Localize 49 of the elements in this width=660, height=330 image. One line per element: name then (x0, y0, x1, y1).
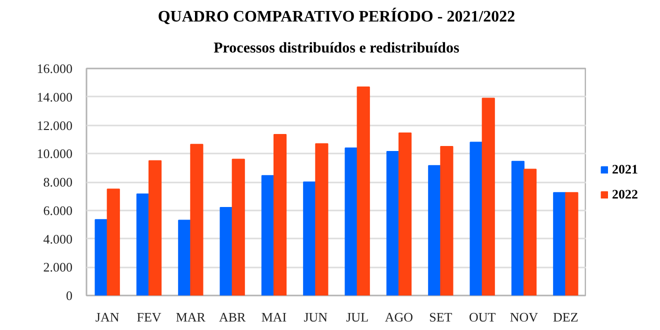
y-tick-label: 4.000 (43, 231, 72, 246)
bar (303, 182, 316, 296)
x-tick-label: AGO (384, 310, 414, 324)
y-tick-label: 10.000 (36, 146, 72, 162)
y-tick-label: 2.000 (43, 260, 72, 275)
bar (356, 86, 370, 296)
y-tick-label: 14.000 (36, 89, 72, 104)
x-tick-label: DEZ (553, 310, 578, 324)
bar (344, 147, 358, 296)
x-tick-label: OUT (468, 310, 496, 324)
bar (220, 207, 233, 296)
bar (482, 98, 495, 296)
bar (148, 160, 162, 296)
x-tick-label: JUL (346, 310, 369, 324)
x-tick-label: SET (429, 310, 452, 324)
x-tick-label: FEV (136, 310, 162, 324)
bar (261, 175, 274, 296)
bar (386, 150, 400, 296)
bar (398, 132, 412, 296)
y-tick-label: 8.000 (43, 174, 72, 190)
y-tick-label: 6.000 (43, 202, 72, 218)
bar (274, 134, 287, 296)
x-tick-label: NOV (510, 310, 539, 324)
x-tick-label: JUN (304, 310, 328, 324)
bar (94, 219, 108, 296)
y-tick-label: 0 (66, 288, 72, 303)
bar (315, 143, 328, 296)
chart-title: QUADRO COMPARATIVO PERÍODO - 2021/2022 (158, 8, 516, 26)
x-tick-label: JAN (95, 310, 120, 324)
x-tick-label: MAI (261, 310, 287, 324)
bar (106, 188, 120, 296)
bar (136, 194, 150, 296)
bar (178, 220, 192, 296)
bar (440, 146, 454, 296)
chart-subtitle: Processos distribuídos e redistribuídos (214, 40, 460, 56)
bar (553, 192, 566, 296)
x-tick-label: MAR (176, 310, 206, 324)
bar (190, 144, 204, 296)
legend-label: 2021 (612, 161, 638, 177)
y-tick-label: 16.000 (36, 61, 72, 76)
x-tick-label: ABR (218, 310, 246, 324)
legend-label: 2022 (612, 186, 638, 202)
y-tick-label: 12.000 (36, 118, 72, 133)
bar (524, 168, 537, 296)
bar (470, 142, 483, 296)
bar (232, 158, 245, 296)
bar (565, 192, 578, 296)
bar (428, 165, 442, 296)
bar (511, 160, 524, 296)
